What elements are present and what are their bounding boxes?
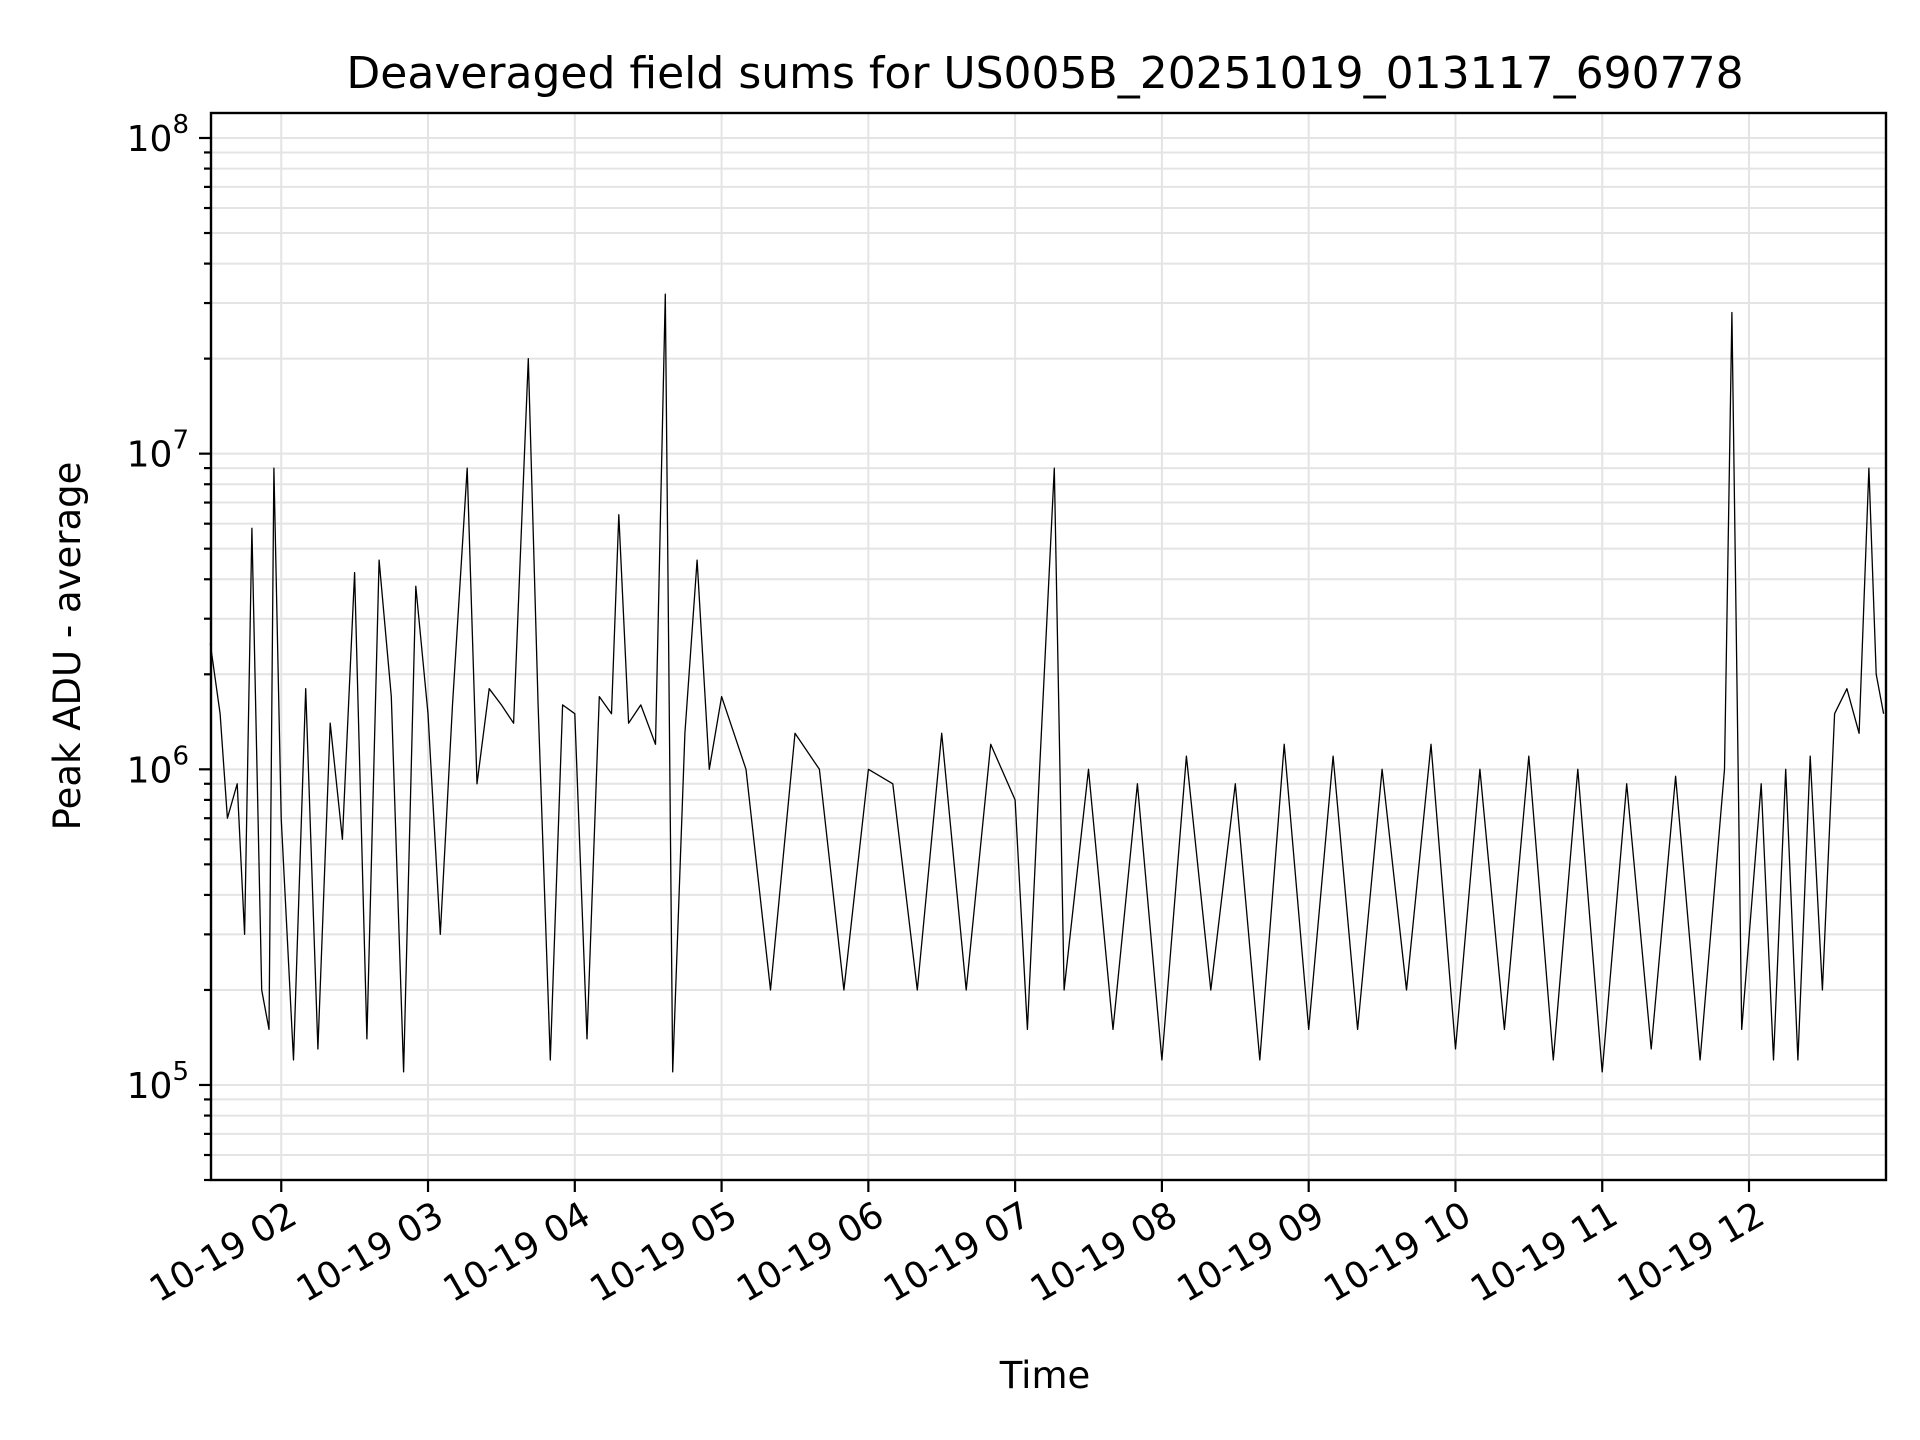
y-tick-label-exponent: 8 bbox=[172, 110, 189, 140]
y-tick-label: 108 bbox=[127, 110, 189, 160]
y-tick-label: 105 bbox=[127, 1057, 189, 1107]
chart-title: Deaveraged field sums for US005B_2025101… bbox=[346, 48, 1743, 99]
y-tick-label-base: 10 bbox=[127, 119, 173, 160]
y-tick-label-exponent: 7 bbox=[172, 426, 189, 456]
y-tick-label-base: 10 bbox=[127, 750, 173, 791]
y-tick-label: 107 bbox=[127, 426, 189, 476]
minor-grid bbox=[211, 151, 1886, 1181]
y-axis-label: Peak ADU - average bbox=[46, 462, 89, 831]
series-layer bbox=[209, 293, 1885, 1073]
major-grid bbox=[211, 113, 1886, 1180]
x-axis-label: Time bbox=[999, 1354, 1091, 1397]
plot-frame bbox=[209, 111, 1888, 1182]
y-tick-label: 106 bbox=[127, 741, 189, 791]
series-line bbox=[209, 293, 1885, 1073]
y-tick-label-base: 10 bbox=[127, 1066, 173, 1107]
y-tick-label-exponent: 6 bbox=[172, 741, 189, 771]
y-tick-label-base: 10 bbox=[127, 435, 173, 476]
y-tick-label-exponent: 5 bbox=[172, 1057, 189, 1087]
